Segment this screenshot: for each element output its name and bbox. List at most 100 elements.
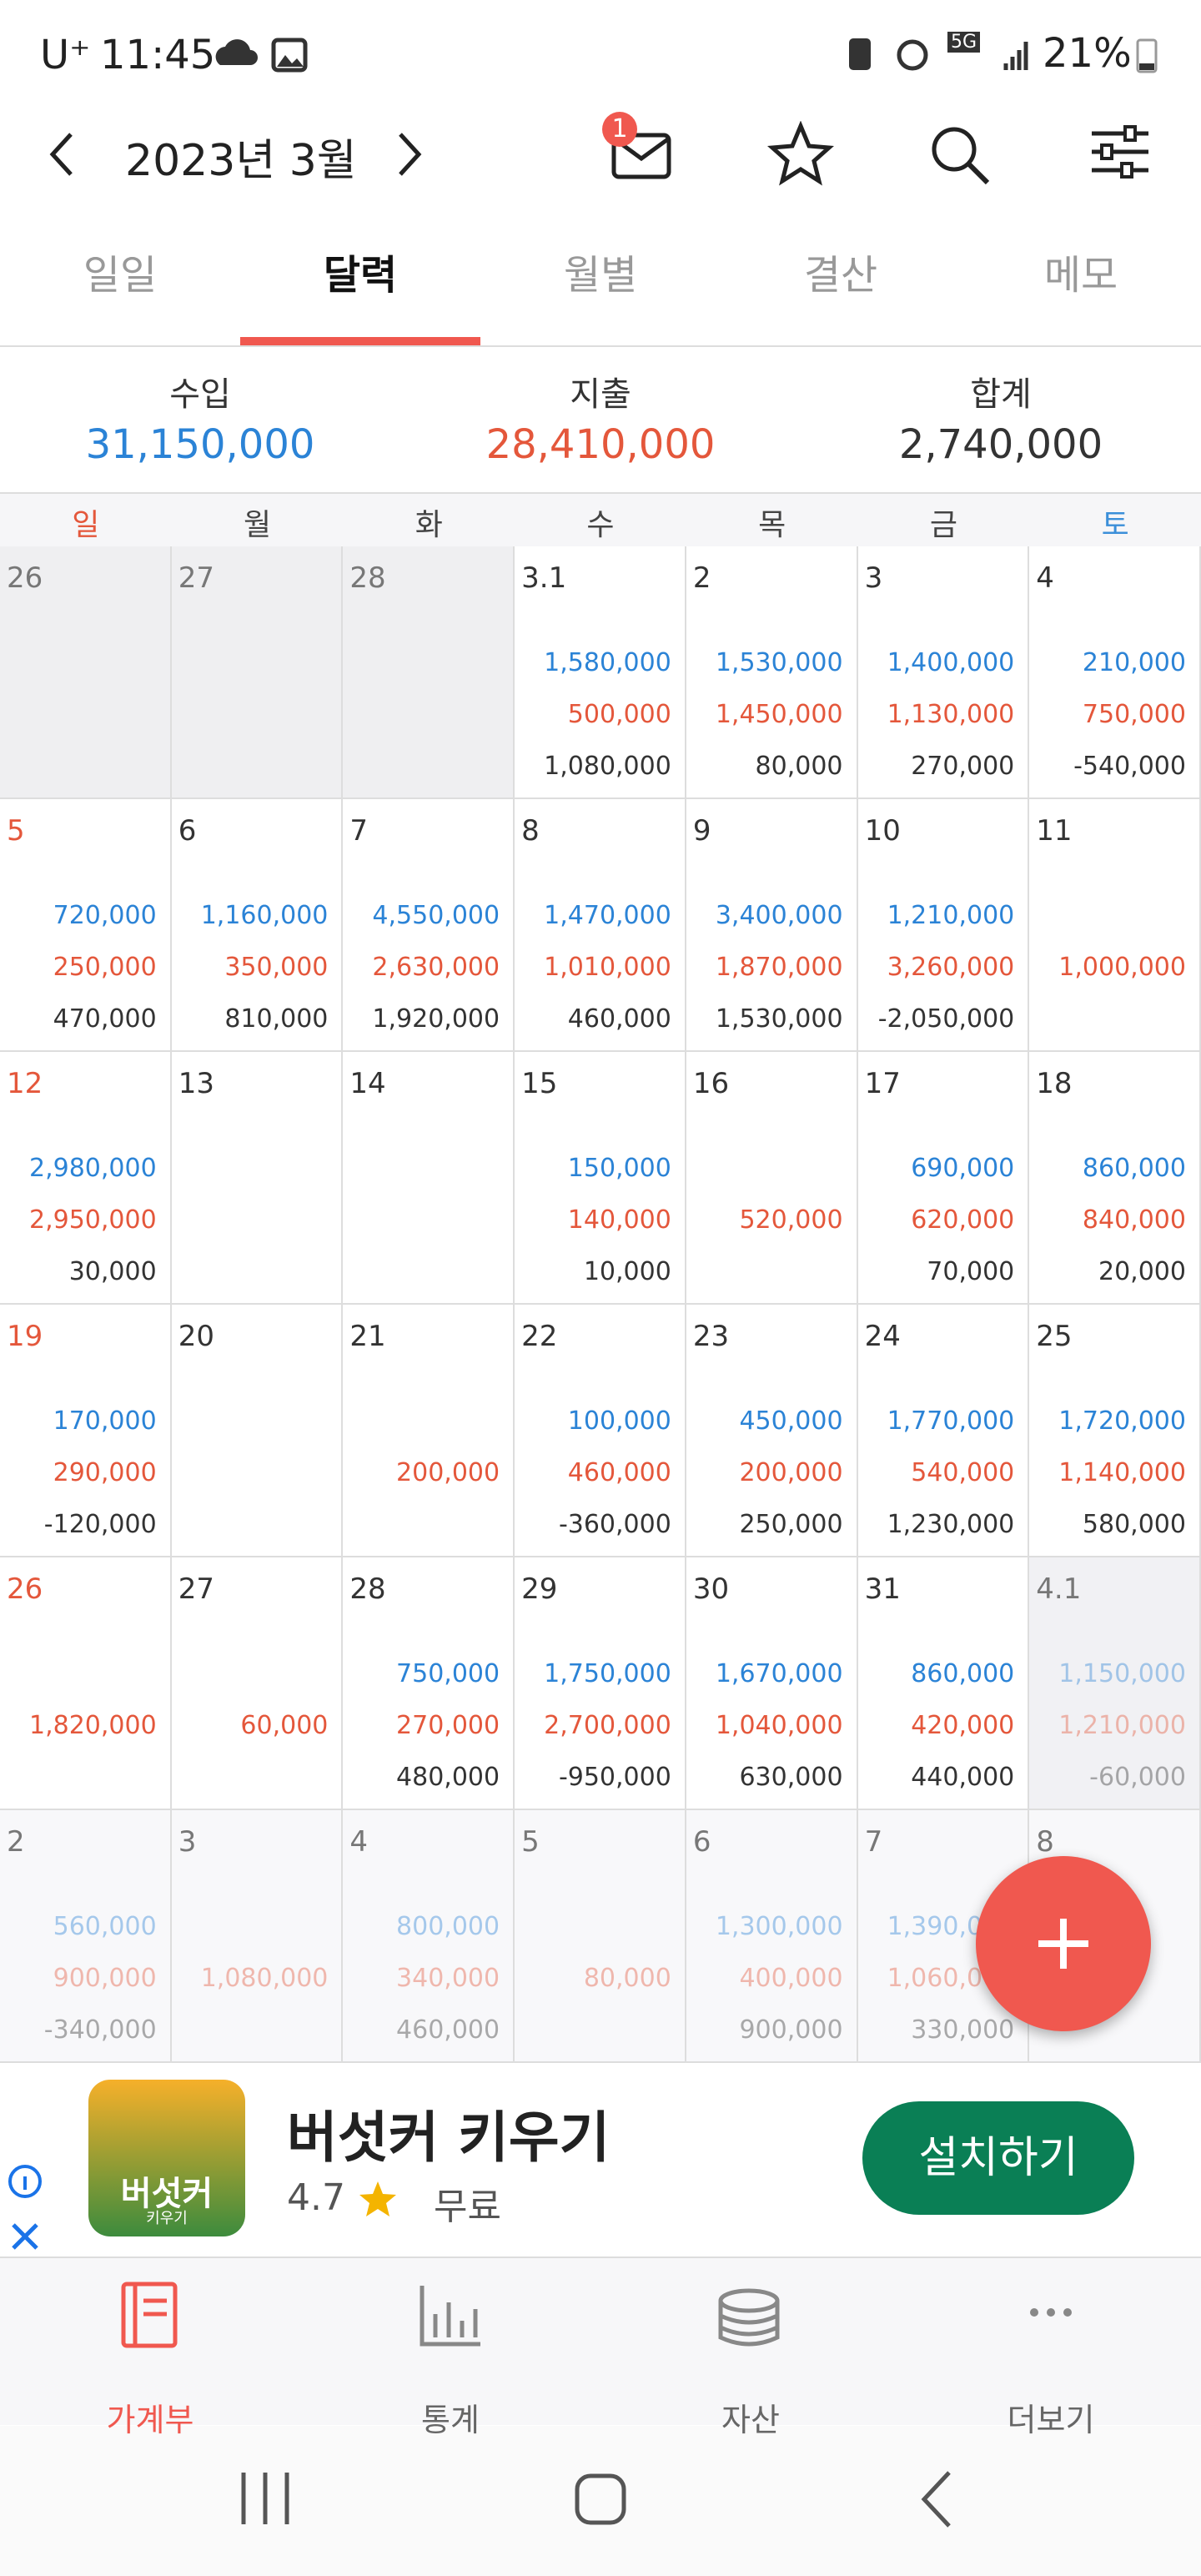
day-number: 27 <box>178 561 214 595</box>
ad-info-icons[interactable] <box>7 2163 43 2255</box>
day-cell[interactable]: 13 <box>171 1052 344 1305</box>
day-cell[interactable]: 2 560,000 900,000 -340,000 <box>0 1810 172 2063</box>
day-cell[interactable]: 31 860,000 420,000 440,000 <box>857 1557 1030 1810</box>
day-number: 21 <box>349 1320 386 1353</box>
day-number: 26 <box>7 1572 43 1606</box>
tab[interactable]: 결산 <box>803 252 878 299</box>
expense: 1,010,000 <box>544 953 671 982</box>
next-month[interactable] <box>392 129 425 179</box>
nav-item[interactable]: 자산 <box>721 2402 780 2438</box>
system-nav <box>0 2426 1201 2576</box>
status-icons <box>215 38 308 73</box>
day-cell[interactable]: 22 100,000 460,000 -360,000 <box>515 1305 686 1557</box>
expense: 1,000,000 <box>1058 953 1186 982</box>
day-number: 28 <box>349 561 386 595</box>
day-cell[interactable]: 4 800,000 340,000 460,000 <box>343 1810 515 2063</box>
nav-item[interactable]: 통계 <box>421 2402 480 2438</box>
expense: 1,210,000 <box>1058 1711 1186 1740</box>
day-cell[interactable]: 18 860,000 840,000 20,000 <box>1029 1052 1201 1305</box>
tab[interactable]: 일일 <box>83 252 158 299</box>
day-number: 19 <box>7 1320 43 1353</box>
income: 1,210,000 <box>887 901 1015 930</box>
day-cell[interactable]: 28 <box>343 546 515 799</box>
day-cell[interactable]: 26 <box>0 546 172 799</box>
nav-item[interactable]: 더보기 <box>1007 2402 1095 2438</box>
income: 1,580,000 <box>544 648 671 677</box>
expense: 270,000 <box>396 1711 500 1740</box>
ad-icon-sub: 키우기 <box>146 2210 188 2227</box>
income: 1,720,000 <box>1058 1406 1186 1436</box>
filter-icon[interactable] <box>1088 123 1152 182</box>
total: 10,000 <box>583 1257 671 1286</box>
day-number: 10 <box>864 814 901 848</box>
day-cell[interactable]: 6 1,160,000 350,000 810,000 <box>171 799 344 1052</box>
day-number: 8 <box>521 814 540 848</box>
expense: 200,000 <box>396 1458 500 1487</box>
day-cell[interactable]: 3.1 1,580,000 500,000 1,080,000 <box>515 546 686 799</box>
tab[interactable]: 달력 <box>323 252 398 299</box>
income: 150,000 <box>567 1154 671 1183</box>
day-number: 18 <box>1036 1067 1073 1100</box>
day-cell[interactable]: 6 1,300,000 400,000 900,000 <box>686 1810 858 2063</box>
day-cell[interactable]: 29 1,750,000 2,700,000 -950,000 <box>515 1557 686 1810</box>
day-number: 26 <box>7 561 43 595</box>
day-cell[interactable]: 24 1,770,000 540,000 1,230,000 <box>857 1305 1030 1557</box>
add-button[interactable] <box>976 1856 1151 2031</box>
income: 800,000 <box>396 1912 500 1941</box>
day-cell[interactable]: 4 210,000 750,000 -540,000 <box>1029 546 1201 799</box>
day-cell[interactable]: 5 720,000 250,000 470,000 <box>0 799 172 1052</box>
day-cell[interactable]: 21 200,000 <box>343 1305 515 1557</box>
bottom-nav <box>0 2258 1201 2425</box>
prev-month[interactable] <box>46 129 79 179</box>
day-number: 4.1 <box>1036 1572 1082 1606</box>
total: 460,000 <box>567 1004 671 1034</box>
day-cell[interactable]: 30 1,670,000 1,040,000 630,000 <box>686 1557 858 1810</box>
total: 630,000 <box>739 1763 843 1792</box>
day-cell[interactable]: 27 <box>171 546 344 799</box>
day-cell[interactable]: 16 520,000 <box>686 1052 858 1305</box>
day-cell[interactable]: 10 1,210,000 3,260,000 -2,050,000 <box>857 799 1030 1052</box>
weekday: 월 <box>243 508 272 542</box>
day-cell[interactable]: 7 4,550,000 2,630,000 1,920,000 <box>343 799 515 1052</box>
ad-title: 버섯커 키우기 <box>287 2106 611 2170</box>
total: -950,000 <box>558 1763 671 1792</box>
badge: 1 <box>602 112 637 147</box>
day-cell[interactable]: 9 3,400,000 1,870,000 1,530,000 <box>686 799 858 1052</box>
day-number: 22 <box>521 1320 558 1353</box>
day-cell[interactable]: 4.1 1,150,000 1,210,000 -60,000 <box>1029 1557 1201 1810</box>
day-cell[interactable]: 28 750,000 270,000 480,000 <box>343 1557 515 1810</box>
ad-banner[interactable]: 버섯커 키우기 버섯커 키우기 4.7 무료 설치하기 <box>0 2063 1201 2258</box>
nav-item[interactable]: 가계부 <box>106 2402 194 2438</box>
summary-value: 28,410,000 <box>485 421 716 468</box>
day-cell[interactable]: 25 1,720,000 1,140,000 580,000 <box>1029 1305 1201 1557</box>
day-cell[interactable]: 8 1,470,000 1,010,000 460,000 <box>515 799 686 1052</box>
day-cell[interactable]: 14 <box>343 1052 515 1305</box>
day-cell[interactable]: 20 <box>171 1305 344 1557</box>
expense: 3,260,000 <box>887 953 1015 982</box>
install-button[interactable]: 설치하기 <box>862 2101 1134 2215</box>
day-cell[interactable]: 12 2,980,000 2,950,000 30,000 <box>0 1052 172 1305</box>
day-cell[interactable]: 19 170,000 290,000 -120,000 <box>0 1305 172 1557</box>
search-icon[interactable] <box>926 121 992 188</box>
day-cell[interactable]: 5 80,000 <box>515 1810 686 2063</box>
expense: 60,000 <box>240 1711 329 1740</box>
day-cell[interactable]: 15 150,000 140,000 10,000 <box>515 1052 686 1305</box>
ad-rating: 4.7 <box>287 2176 345 2219</box>
expense: 1,820,000 <box>29 1711 157 1740</box>
day-cell[interactable]: 27 60,000 <box>171 1557 344 1810</box>
day-cell[interactable]: 11 1,000,000 <box>1029 799 1201 1052</box>
month-title[interactable]: 2023년 3월 <box>125 136 357 186</box>
day-cell[interactable]: 2 1,530,000 1,450,000 80,000 <box>686 546 858 799</box>
tab[interactable]: 메모 <box>1043 252 1118 299</box>
favorite-icon[interactable] <box>767 121 834 188</box>
expense: 420,000 <box>911 1711 1015 1740</box>
day-number: 23 <box>692 1320 730 1353</box>
day-cell[interactable]: 23 450,000 200,000 250,000 <box>686 1305 858 1557</box>
tab[interactable]: 월별 <box>563 252 638 299</box>
day-cell[interactable]: 3 1,080,000 <box>171 1810 344 2063</box>
income: 1,400,000 <box>887 648 1015 677</box>
day-cell[interactable]: 3 1,400,000 1,130,000 270,000 <box>857 546 1030 799</box>
expense: 2,700,000 <box>544 1711 671 1740</box>
day-cell[interactable]: 26 1,820,000 <box>0 1557 172 1810</box>
day-cell[interactable]: 17 690,000 620,000 70,000 <box>857 1052 1030 1305</box>
